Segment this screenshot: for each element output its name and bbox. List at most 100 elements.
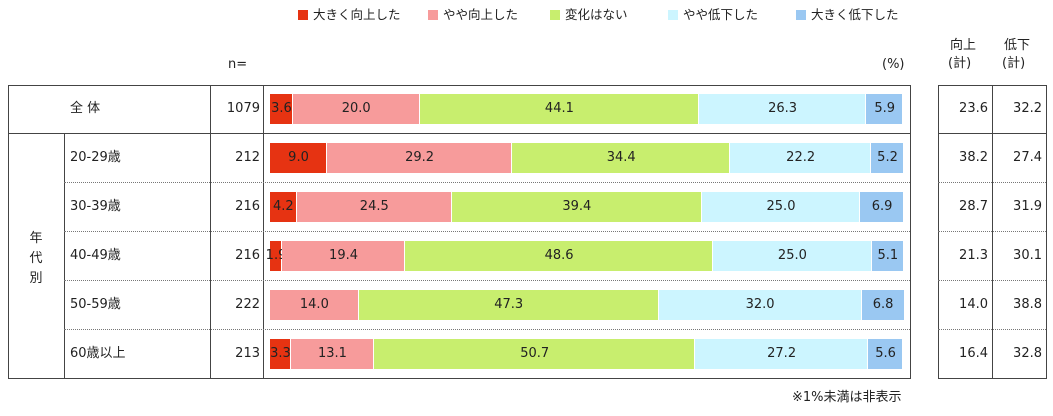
legend-item: 変化はない	[550, 6, 628, 24]
bar-segment	[865, 94, 904, 124]
legend-item: やや低下した	[668, 6, 758, 24]
bar-segment	[270, 338, 291, 369]
legend-swatch	[550, 10, 560, 20]
grid-line	[64, 329, 910, 330]
legend-swatch	[796, 10, 806, 20]
bar-segment	[282, 240, 406, 271]
bar-segment	[358, 289, 659, 320]
legend-swatch	[428, 10, 438, 20]
grid-line	[1046, 85, 1047, 379]
bar-segment	[327, 142, 513, 173]
bar-segment	[867, 338, 904, 369]
bar-data-label: 20.0	[341, 101, 371, 116]
unit-label: (%)	[882, 57, 905, 72]
group-label: 年代別	[29, 231, 43, 286]
col-header-down-line2: (計)	[1002, 56, 1026, 71]
row-label: 20-29歳	[70, 149, 121, 165]
legend-swatch	[668, 10, 678, 20]
grid-line	[910, 85, 911, 379]
bar-data-label: 24.5	[359, 198, 389, 214]
legend-label: やや向上した	[443, 7, 519, 22]
row-down-total: 27.4	[1013, 149, 1042, 165]
grid-line	[8, 378, 910, 379]
row-n: 216	[235, 247, 260, 263]
row-up-total: 38.2	[959, 149, 988, 165]
bar-segment	[405, 240, 714, 271]
bar-data-label: 50.7	[520, 345, 550, 361]
n-header: n=	[228, 57, 248, 72]
bar-data-label: 29.2	[405, 149, 435, 165]
row-up-total: 14.0	[959, 296, 988, 312]
bar-segment	[695, 338, 868, 369]
row-n: 1079	[226, 101, 260, 116]
bar-data-label: 27.2	[767, 345, 797, 361]
grid-line	[938, 378, 1046, 379]
row-up-total: 28.7	[959, 198, 988, 214]
bar-data-label: 14.0	[299, 296, 329, 312]
bar-segment	[871, 142, 904, 173]
row-n: 212	[235, 149, 260, 165]
bar-segment	[270, 94, 293, 124]
bar-segment	[860, 191, 904, 222]
row-n: 216	[235, 198, 260, 214]
footnote: ※1%未満は非表示	[792, 390, 902, 405]
bar-segment	[296, 191, 452, 222]
grid-line	[64, 133, 65, 378]
legend-item: 大きく低下した	[796, 6, 899, 24]
bar-segment	[290, 338, 374, 369]
bar-segment	[270, 191, 297, 222]
row-down-total: 38.8	[1013, 296, 1042, 312]
bar-segment	[699, 94, 866, 124]
grid-line	[938, 329, 1046, 330]
row-n: 213	[235, 345, 260, 361]
grid-line	[938, 182, 1046, 183]
grid-line	[64, 280, 910, 281]
bar-segment	[713, 240, 872, 271]
bar-segment	[861, 289, 905, 320]
bar-data-label: 32.0	[745, 296, 775, 312]
legend-item: 大きく向上した	[298, 6, 401, 24]
bar-segment	[270, 289, 359, 320]
grid-line	[64, 231, 910, 232]
bar-data-label: 4.2	[272, 198, 294, 214]
legend-label: やや低下した	[683, 7, 759, 22]
row-up-total: 21.3	[959, 247, 988, 263]
bar-data-label: 6.8	[872, 296, 894, 312]
legend-item: やや向上した	[428, 6, 518, 24]
bar-data-label: 25.0	[777, 247, 807, 263]
grid-line	[8, 133, 910, 134]
bar-data-label: 48.6	[544, 247, 574, 263]
row-label: 全 体	[70, 101, 101, 116]
bar-data-label: 3.3	[270, 345, 291, 361]
bar-segment	[419, 94, 700, 124]
col-header-up-line2: (計)	[948, 56, 972, 71]
row-n: 222	[235, 296, 260, 312]
legend-swatch	[298, 10, 308, 20]
bar-data-label: 5.1	[877, 247, 899, 263]
row-label: 30-39歳	[70, 198, 121, 214]
bar-data-label: 44.1	[544, 101, 574, 116]
row-down-total: 31.9	[1013, 198, 1042, 214]
grid-line	[938, 231, 1046, 232]
grid-line	[938, 280, 1046, 281]
bar-segment	[871, 240, 904, 271]
bar-data-label: 47.3	[494, 296, 524, 312]
bar-data-label: 5.6	[875, 345, 896, 361]
bar-segment	[512, 142, 731, 173]
row-down-total: 32.2	[1013, 101, 1042, 116]
col-header-up-line1: 向上	[950, 38, 977, 53]
bar-data-label: 22.2	[786, 149, 816, 165]
bar-data-label: 26.3	[768, 101, 798, 116]
row-down-total: 30.1	[1013, 247, 1042, 263]
bar-data-label: 19.4	[329, 247, 358, 263]
row-up-total: 16.4	[959, 345, 988, 361]
bar-data-label: 1.9	[265, 247, 287, 263]
bar-data-label: 6.9	[871, 198, 893, 214]
bar-segment	[373, 338, 696, 369]
bar-segment	[701, 191, 861, 222]
legend-label: 大きく向上した	[313, 7, 401, 22]
bar-data-label: 13.1	[317, 345, 347, 361]
col-header-down-line1: 低下	[1004, 38, 1031, 53]
bar-data-label: 39.4	[562, 198, 592, 214]
bar-segment	[270, 142, 328, 173]
